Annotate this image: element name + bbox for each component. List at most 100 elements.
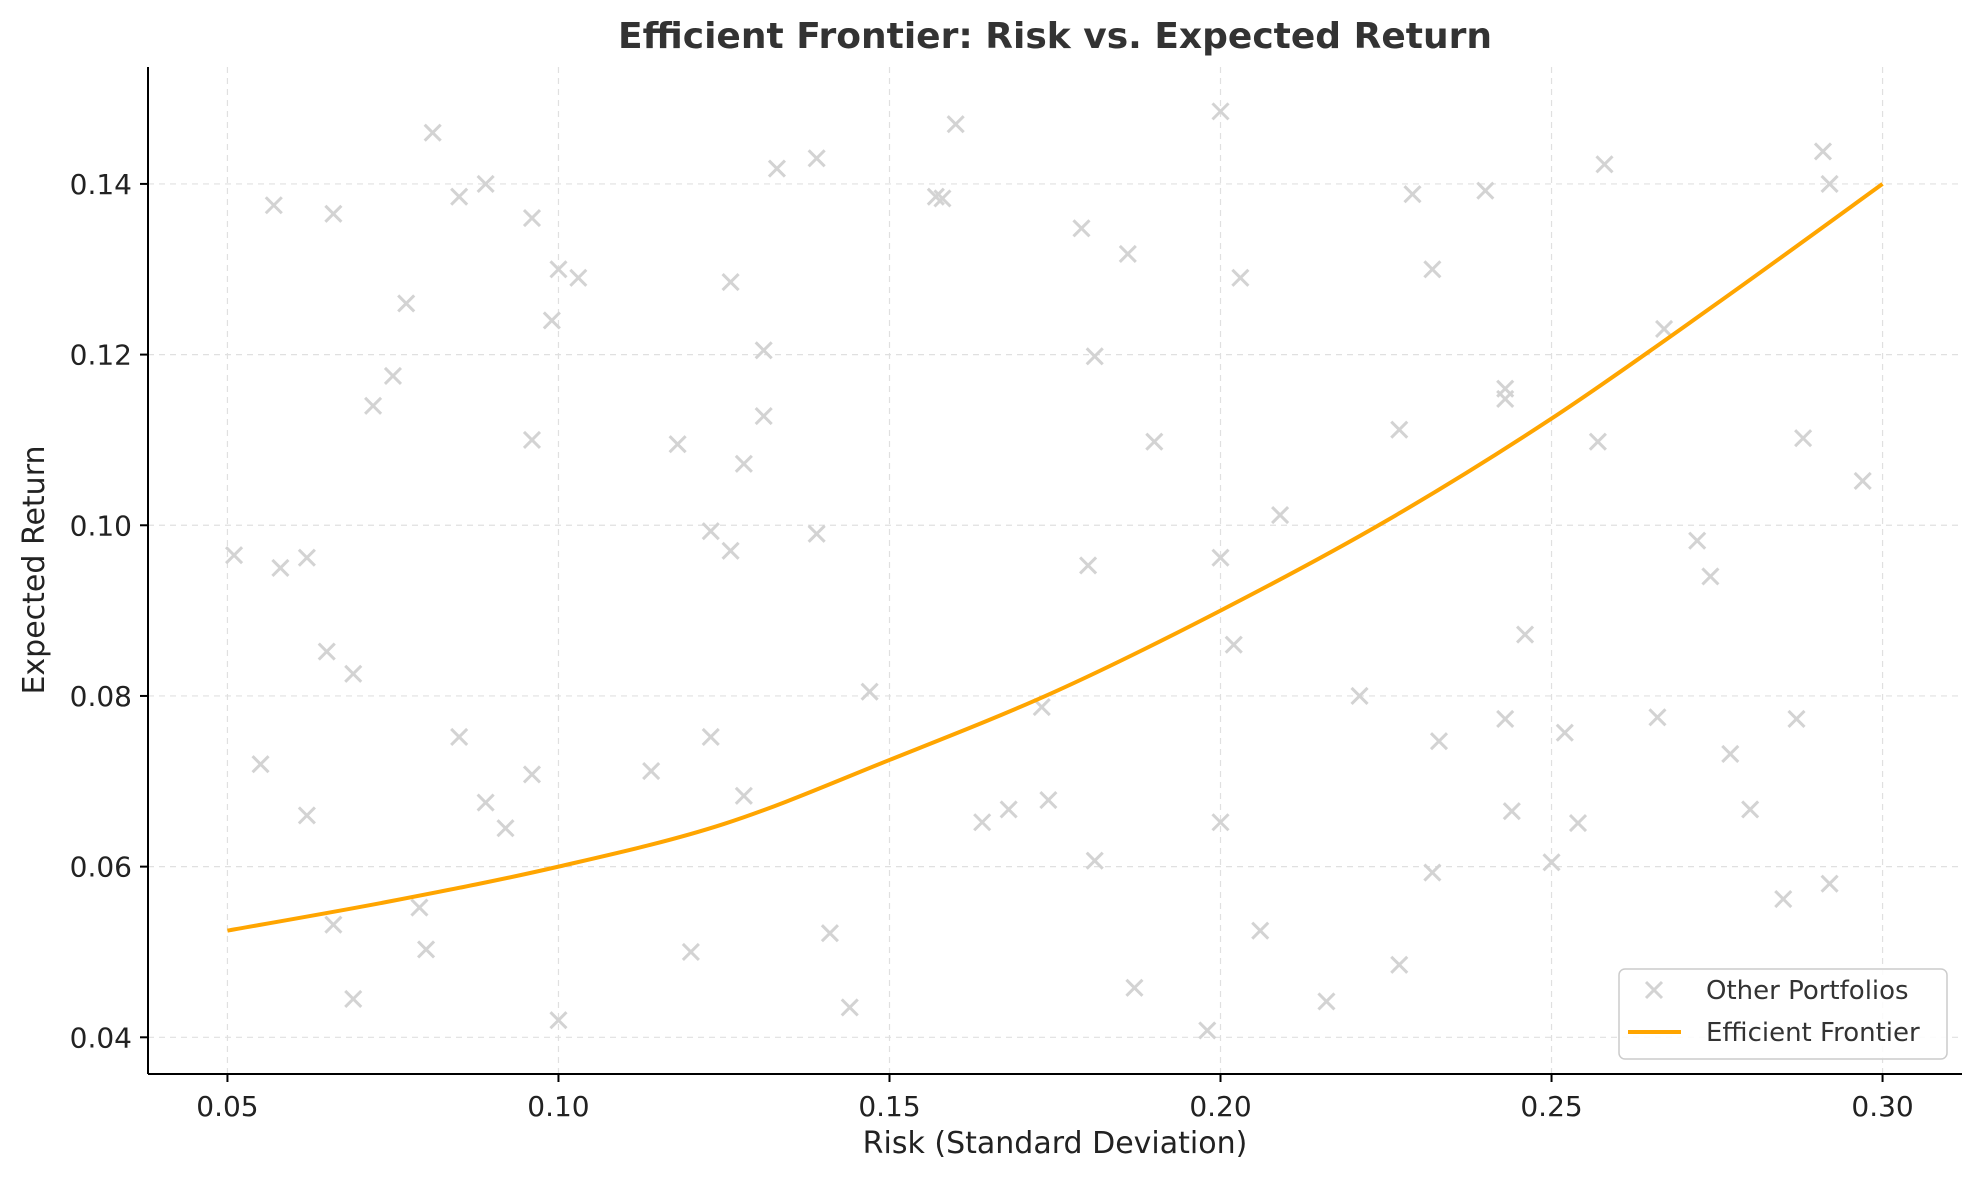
scatter-point xyxy=(840,998,859,1017)
scatter-point xyxy=(1820,174,1839,193)
scatter-point xyxy=(1542,853,1561,872)
scatter-point xyxy=(317,642,336,661)
scatter-point xyxy=(364,396,383,415)
x-axis-ticks: 0.05 0.10 0.15 0.20 0.25 0.30 xyxy=(196,1074,1914,1123)
scatter-point xyxy=(734,786,753,805)
chart-title: Efficient Frontier: Risk vs. Expected Re… xyxy=(618,16,1492,57)
scatter-point xyxy=(1423,863,1442,882)
scatter-point xyxy=(271,558,290,578)
scatter-point xyxy=(397,294,416,313)
legend-frame xyxy=(1618,968,1948,1060)
scatter-point xyxy=(1251,921,1270,940)
scatter-point xyxy=(807,149,826,168)
scatter-point xyxy=(1118,244,1137,263)
scatter-point xyxy=(1595,155,1614,174)
scatter-point xyxy=(701,522,720,541)
scatter-point xyxy=(522,208,542,228)
scatter-point xyxy=(1568,814,1588,833)
scatter-point xyxy=(820,924,839,943)
scatter-point xyxy=(569,268,588,287)
scatter-point xyxy=(1820,874,1839,893)
scatter-point xyxy=(1794,429,1813,448)
scatter-point xyxy=(1515,625,1535,644)
scatter-point xyxy=(1390,955,1409,974)
scatter-point xyxy=(1145,432,1164,451)
scatter-point xyxy=(297,806,316,825)
scatter-point xyxy=(1085,851,1104,870)
scatter-point xyxy=(542,311,561,330)
scatter-point xyxy=(1271,505,1290,525)
scatter-point xyxy=(721,541,740,560)
scatter-point xyxy=(344,664,363,683)
grid xyxy=(148,67,1962,1074)
scatter-point xyxy=(383,366,403,385)
scatter-series-other-portfolios xyxy=(225,102,1872,1040)
scatter-point xyxy=(767,159,787,178)
scatter-point xyxy=(642,761,661,781)
scatter-point xyxy=(1072,219,1091,238)
scatter-point xyxy=(946,115,965,134)
scatter-point xyxy=(668,435,687,454)
x-tick-label: 0.25 xyxy=(1520,1090,1582,1123)
scatter-point xyxy=(496,819,515,838)
scatter-point xyxy=(324,204,343,223)
scatter-point xyxy=(1211,548,1230,567)
scatter-point xyxy=(1741,800,1760,819)
scatter-point xyxy=(1125,978,1144,997)
y-tick-label: 0.08 xyxy=(70,680,132,713)
x-tick-label: 0.15 xyxy=(858,1090,920,1123)
scatter-point xyxy=(1198,1021,1217,1040)
y-tick-label: 0.14 xyxy=(70,168,132,201)
scatter-point xyxy=(549,1011,568,1030)
scatter-point xyxy=(1039,791,1058,810)
scatter-point xyxy=(1211,102,1230,121)
scatter-point xyxy=(734,454,753,473)
x-tick-label: 0.30 xyxy=(1851,1090,1913,1123)
y-axis-ticks: 0.04 0.06 0.08 0.10 0.12 0.14 xyxy=(70,168,148,1054)
scatter-point xyxy=(1350,686,1369,706)
scatter-point xyxy=(1648,708,1667,727)
scatter-point xyxy=(450,187,469,206)
scatter-point xyxy=(225,546,244,565)
scatter-point xyxy=(1231,268,1250,287)
scatter-point xyxy=(1721,744,1740,764)
legend-label-other-portfolios: Other Portfolios xyxy=(1706,976,1909,1006)
scatter-point xyxy=(522,430,542,449)
scatter-point xyxy=(1079,556,1098,575)
scatter-point xyxy=(860,682,879,701)
scatter-point xyxy=(1390,420,1409,439)
scatter-point xyxy=(416,940,436,959)
scatter-point xyxy=(549,260,568,279)
scatter-point xyxy=(1224,635,1243,654)
scatter-point xyxy=(1655,319,1674,339)
scatter-point xyxy=(807,524,826,543)
y-tick-label: 0.10 xyxy=(70,509,132,542)
efficient-frontier-line xyxy=(227,182,1884,933)
scatter-point xyxy=(1701,567,1720,586)
scatter-point xyxy=(721,272,740,292)
scatter-point xyxy=(754,406,773,426)
scatter-point xyxy=(1496,389,1515,409)
scatter-point xyxy=(1085,347,1104,366)
scatter-point xyxy=(1853,471,1872,490)
x-axis-label: Risk (Standard Deviation) xyxy=(863,1126,1248,1161)
scatter-point xyxy=(297,548,316,567)
scatter-point xyxy=(344,989,363,1008)
scatter-point xyxy=(476,174,495,193)
scatter-point xyxy=(933,189,952,208)
scatter-point xyxy=(251,755,270,774)
scatter-point xyxy=(973,813,992,832)
scatter-point xyxy=(681,942,700,962)
scatter-point xyxy=(1317,992,1336,1011)
y-tick-label: 0.12 xyxy=(70,339,132,372)
scatter-point xyxy=(1588,432,1607,451)
scatter-point xyxy=(1502,802,1521,821)
y-tick-label: 0.04 xyxy=(70,1021,132,1054)
y-tick-label: 0.06 xyxy=(70,851,132,884)
scatter-point xyxy=(1787,709,1806,729)
x-tick-label: 0.05 xyxy=(196,1090,258,1123)
y-axis-label: Expected Return xyxy=(17,445,52,694)
scatter-point xyxy=(264,196,283,215)
scatter-point xyxy=(450,727,469,746)
